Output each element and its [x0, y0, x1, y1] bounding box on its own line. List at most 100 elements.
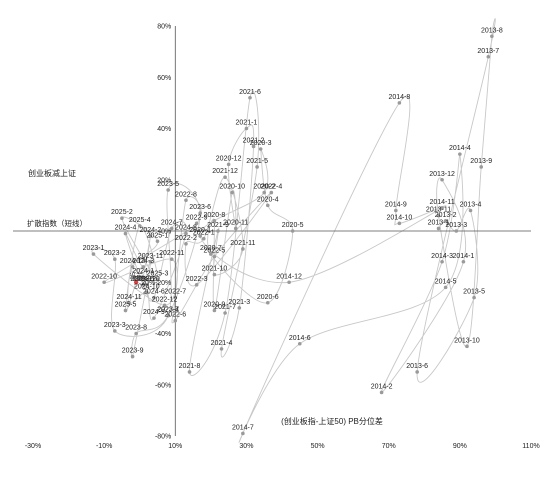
data-point — [397, 101, 402, 105]
data-point — [173, 318, 178, 323]
data-point — [184, 242, 188, 246]
data-point — [148, 234, 153, 238]
point-label: 2023-1 — [83, 245, 105, 252]
point-label: 2020-1 — [189, 227, 211, 234]
data-point — [187, 370, 192, 374]
data-point — [102, 280, 106, 285]
point-label: 2013-10 — [454, 337, 480, 344]
data-point — [465, 344, 469, 349]
data-point — [436, 213, 441, 218]
point-label: 2021-3 — [228, 299, 250, 306]
x-tick-label: 90% — [453, 443, 467, 450]
point-label: 2020-11 — [223, 219, 248, 226]
point-label: 2024-5 — [132, 276, 154, 283]
data-point — [397, 221, 402, 226]
point-label: 2023-7 — [157, 307, 179, 314]
data-point — [212, 308, 217, 313]
data-point — [461, 259, 466, 264]
point-label: 2023-10 — [134, 276, 160, 283]
point-label: 2021-5 — [246, 158, 268, 165]
data-point — [454, 229, 459, 233]
point-label: 2021-12 — [212, 168, 238, 175]
point-label: 2024-7 — [161, 219, 183, 226]
y-tick-label: 60% — [157, 75, 171, 82]
data-point — [198, 211, 202, 215]
data-point — [241, 431, 245, 436]
data-point — [379, 390, 384, 395]
data-point — [490, 34, 494, 39]
data-point — [162, 303, 167, 308]
data-point — [141, 265, 146, 269]
data-point — [166, 188, 170, 192]
data-point — [255, 165, 259, 169]
point-label: 2014-7 — [232, 424, 254, 431]
point-label: 2013-1 — [428, 219, 450, 226]
point-label: 2025-2 — [111, 209, 133, 216]
data-point — [201, 236, 206, 241]
point-label: 2023-6 — [189, 204, 211, 211]
data-point — [130, 265, 135, 269]
point-label: 2021-1 — [236, 120, 258, 127]
point-label: 2014-6 — [289, 335, 311, 342]
current-point-label: 当前 — [129, 271, 143, 280]
point-label: 2013-12 — [429, 171, 455, 178]
point-label: 2023-9 — [122, 348, 144, 355]
data-point — [290, 229, 295, 233]
point-label: 2014-4 — [449, 145, 471, 152]
point-label: 2020-5 — [282, 222, 304, 229]
point-label: 2024-6 — [143, 289, 165, 296]
point-label: 2014-5 — [435, 278, 457, 285]
axes: 80% 60% 40% 20% 0% -20% -40% -60% -80% -30% -10% 10… — [13, 24, 540, 450]
y-tick-label: -60% — [155, 382, 171, 389]
data-point — [269, 190, 274, 195]
data-point — [209, 252, 213, 256]
y-tick-label: 0% — [161, 229, 171, 236]
point-label: 2021-8 — [179, 363, 201, 370]
point-label: 2024-1 — [132, 268, 154, 275]
point-label: 2014-11 — [429, 199, 454, 206]
point-label: 2024-4 — [115, 225, 137, 232]
point-label: 2013-8 — [481, 27, 503, 34]
data-point — [219, 347, 224, 351]
y-tick-label: 80% — [157, 24, 171, 31]
data-point — [148, 259, 153, 264]
point-label: 2025-4 — [129, 217, 151, 224]
point-label: 2014-1 — [453, 253, 475, 260]
data-point — [194, 221, 199, 226]
data-point — [443, 285, 448, 290]
x-axis-title: (创业板指-上证50) PB分位差 — [281, 416, 383, 426]
point-label: 2014-9 — [385, 202, 407, 209]
point-label: 2013-2 — [435, 212, 457, 219]
y-axis-title: 创业板减上证 — [28, 168, 76, 178]
data-point — [155, 277, 160, 282]
point-label: 2013-11 — [426, 207, 451, 214]
data-point — [155, 239, 160, 244]
point-label: 2023-2 — [104, 250, 126, 257]
data-point — [287, 280, 291, 285]
point-label: 2024-12 — [120, 258, 146, 265]
point-label: 2021-2 — [243, 137, 265, 144]
data-point — [137, 224, 142, 228]
data-point — [91, 252, 96, 256]
point-label: 2013-5 — [463, 289, 485, 296]
point-label: 2022-10 — [91, 273, 117, 280]
point-label: 2020-4 — [257, 196, 279, 203]
current-point — [133, 280, 139, 285]
data-point — [436, 226, 441, 231]
data-point — [130, 354, 135, 359]
point-label: 2020-3 — [250, 140, 272, 147]
data-point — [458, 152, 462, 156]
data-point — [120, 216, 124, 220]
data-point — [212, 254, 217, 259]
point-label: 2020-9 — [204, 301, 226, 308]
data-point — [212, 272, 217, 277]
data-point — [169, 226, 174, 231]
data-point — [440, 177, 444, 182]
data-point — [415, 370, 419, 374]
data-point — [113, 257, 117, 261]
data-point — [123, 231, 128, 236]
y-tick-label: -80% — [155, 434, 171, 441]
point-label: 2024-8 — [175, 225, 197, 232]
